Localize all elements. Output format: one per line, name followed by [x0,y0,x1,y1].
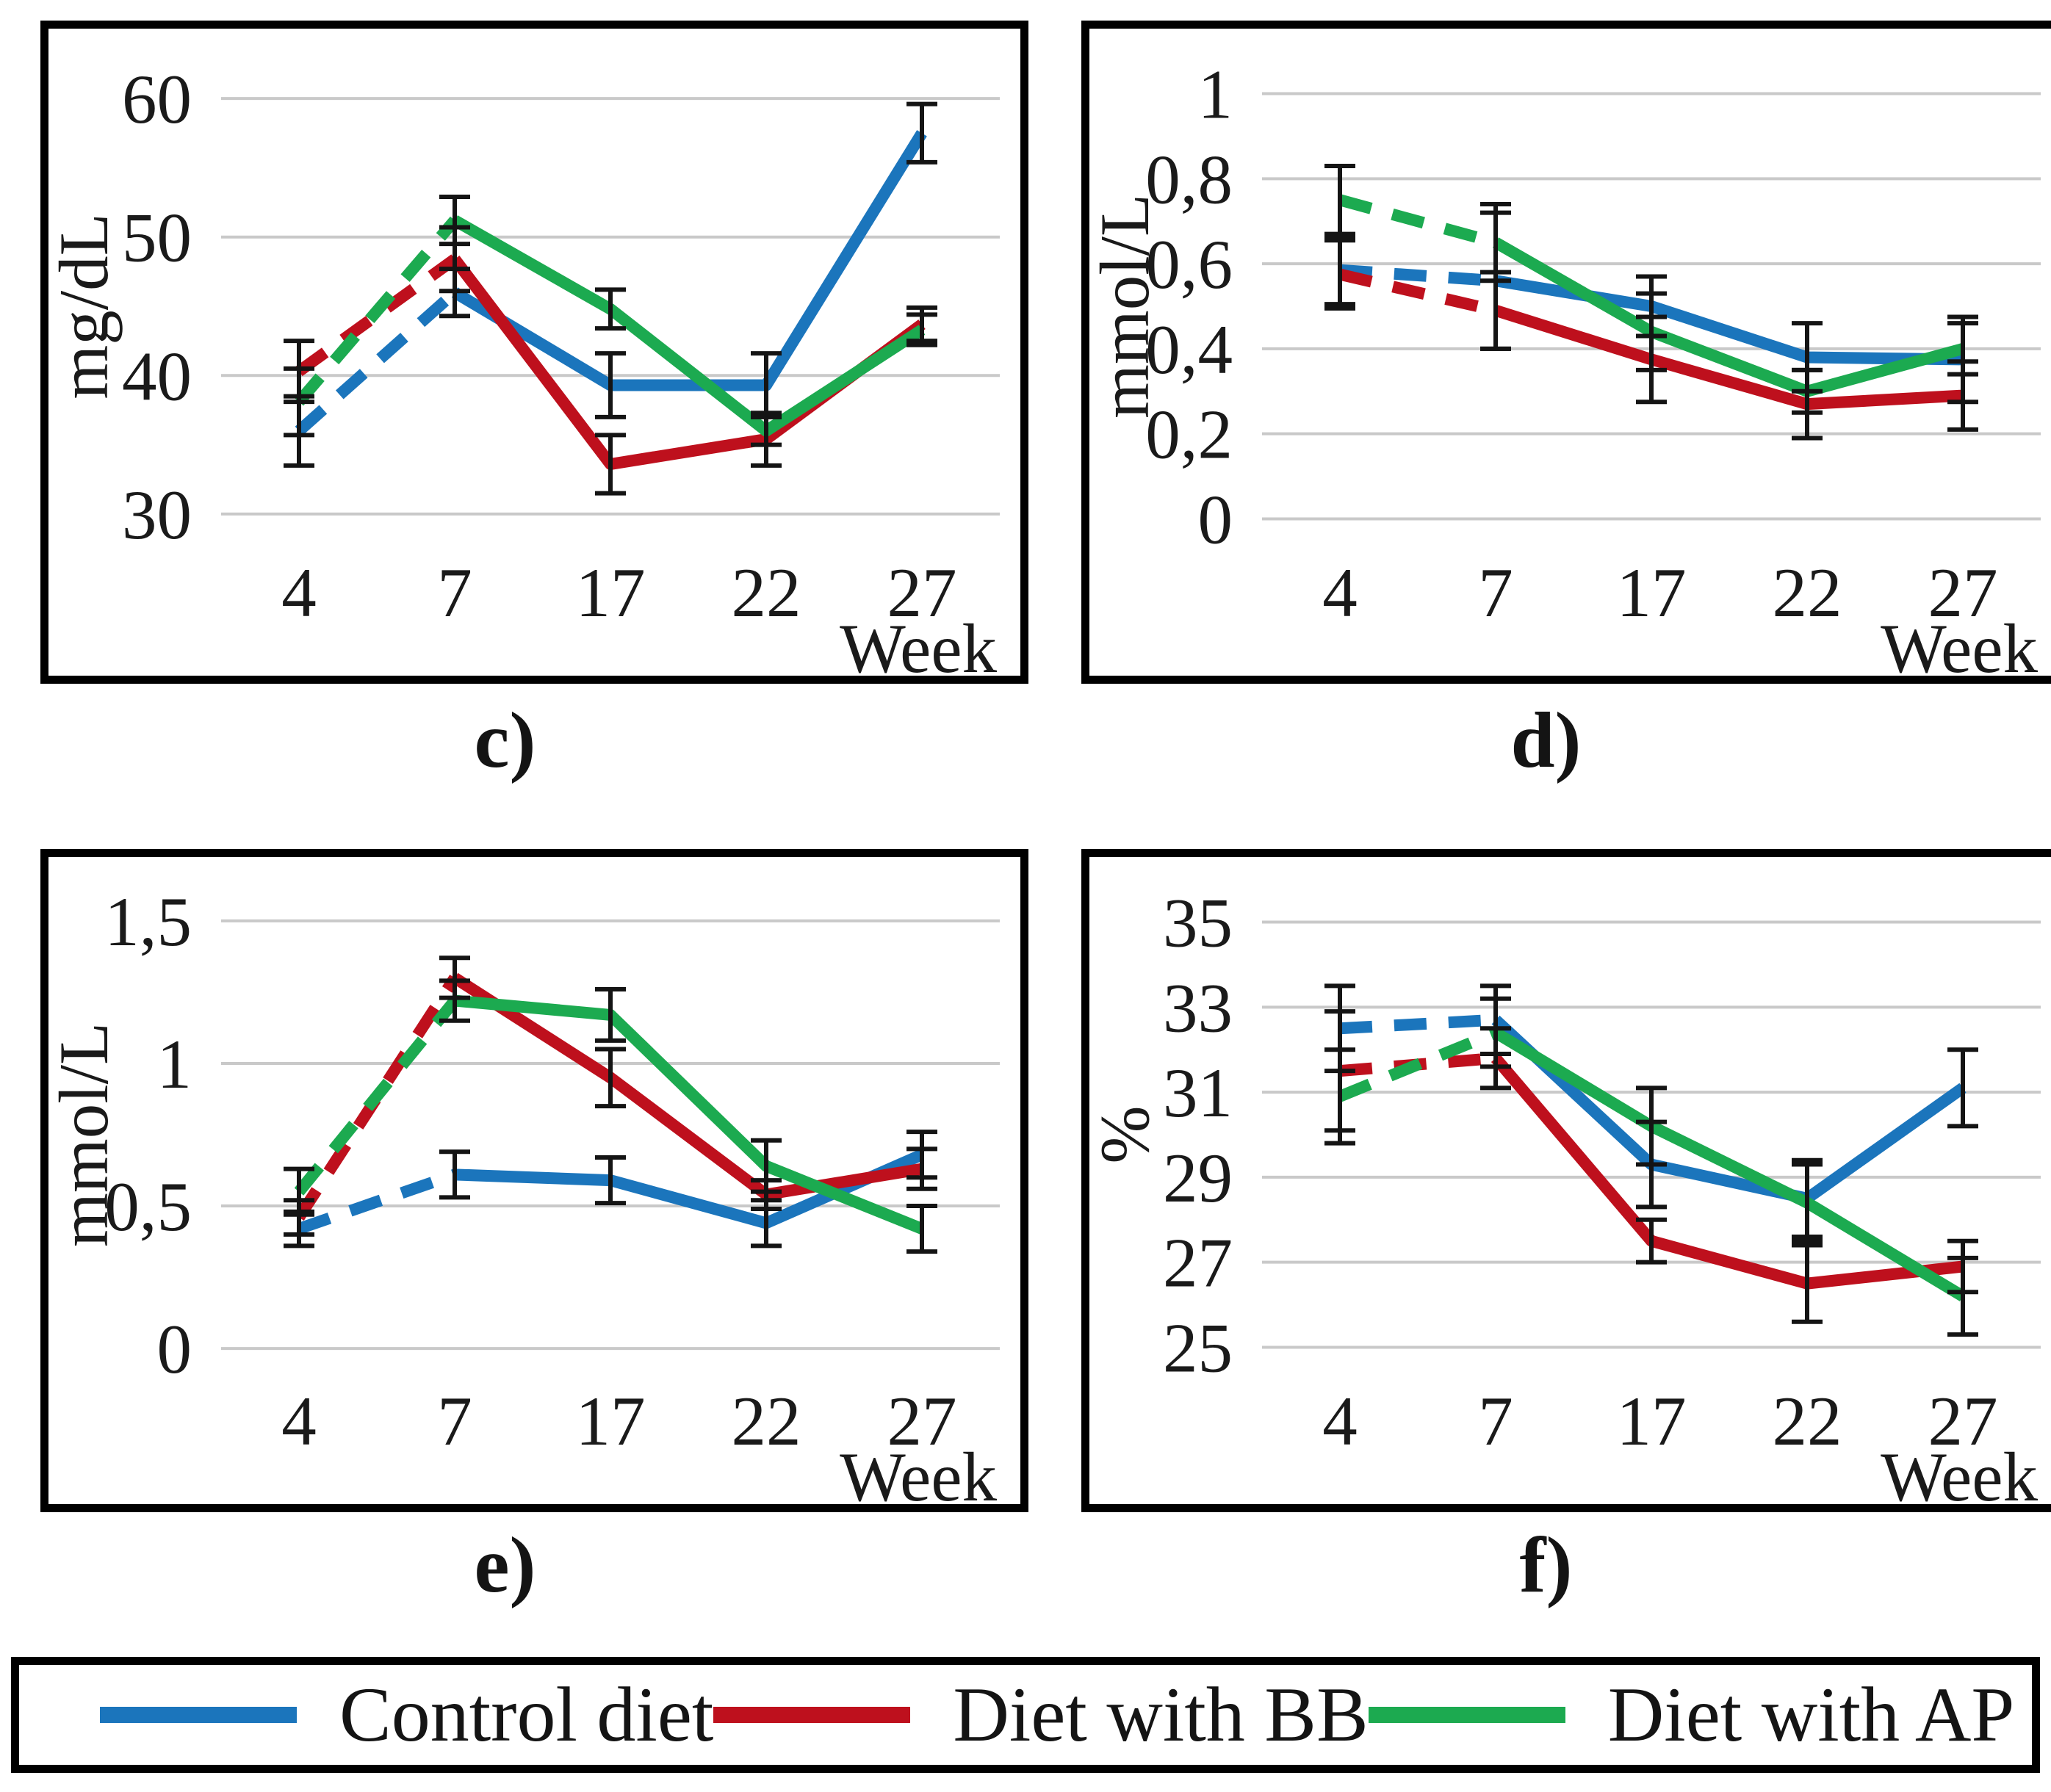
legend-box: Control diet Diet with BB Diet with AP [11,1657,2040,1773]
svg-text:17: 17 [576,554,646,632]
panel-chart-e: 1,5 1 0,5 0 4 7 17 22 27 Week mmol/L [40,849,1028,1512]
svg-text:4: 4 [281,554,317,632]
svg-text:27: 27 [1163,1224,1233,1302]
svg-text:0,4: 0,4 [1145,311,1233,389]
svg-text:29: 29 [1163,1139,1233,1217]
svg-text:0,5: 0,5 [104,1168,192,1246]
legend-line-diet-with-bb [713,1707,911,1723]
legend-item-diet-with-ap: Diet with AP [1368,1672,2015,1757]
panel-chart-f: 35 33 31 29 27 25 4 7 17 22 27 Week% [1081,849,2051,1512]
svg-text:4: 4 [1322,554,1358,632]
svg-text:7: 7 [437,1382,472,1460]
svg-text:0,6: 0,6 [1145,225,1233,303]
legend-item-control-diet: Control diet [100,1676,713,1754]
svg-text:31: 31 [1163,1054,1233,1132]
svg-text:50: 50 [122,199,192,277]
svg-text:mg/dL: mg/dL [48,213,123,399]
svg-text:7: 7 [1478,1382,1513,1460]
svg-text:22: 22 [1773,1382,1842,1460]
svg-text:1: 1 [157,1025,192,1103]
svg-text:60: 60 [122,60,192,138]
legend-label-control-diet: Control diet [339,1672,714,1757]
svg-text:40: 40 [122,337,192,415]
svg-text:mmol/L: mmol/L [48,1022,123,1247]
caption-d: d) [1510,697,1582,784]
svg-text:4: 4 [281,1382,317,1460]
svg-text:0: 0 [157,1310,192,1388]
svg-text:27: 27 [887,1382,957,1460]
svg-text:Week: Week [1881,610,2038,676]
svg-text:35: 35 [1163,884,1233,962]
panel-chart-d: 1 0,8 0,6 0,4 0,2 0 4 7 17 22 27 Week mmol/L [1081,21,2051,684]
svg-text:Week: Week [840,1438,997,1504]
svg-text:27: 27 [887,554,957,632]
svg-text:22: 22 [732,554,801,632]
svg-text:7: 7 [437,554,472,632]
legend-line-diet-with-ap [1368,1707,1565,1723]
svg-text:Week: Week [840,610,997,676]
svg-text:0,8: 0,8 [1145,140,1233,218]
svg-text:17: 17 [576,1382,646,1460]
svg-text:1,5: 1,5 [104,883,192,961]
svg-text:4: 4 [1322,1382,1358,1460]
legend-item-diet-with-bb: Diet with BB [713,1672,1369,1757]
svg-text:17: 17 [1617,554,1687,632]
svg-text:17: 17 [1617,1382,1687,1460]
svg-text:Week: Week [1881,1438,2038,1504]
legend-label-diet-with-bb: Diet with BB [953,1672,1369,1757]
svg-text:22: 22 [1773,554,1842,632]
caption-e: e) [474,1522,536,1609]
svg-text:7: 7 [1478,554,1513,632]
svg-text:0,2: 0,2 [1145,396,1233,474]
svg-text:27: 27 [1928,1382,1998,1460]
svg-text:0: 0 [1198,480,1233,558]
svg-text:30: 30 [122,476,192,554]
caption-c: c) [474,697,536,784]
caption-f: f) [1519,1522,1573,1609]
svg-text:25: 25 [1163,1309,1233,1387]
svg-text:mmol/L: mmol/L [1089,194,1164,419]
svg-text:27: 27 [1928,554,1998,632]
svg-text:%: % [1089,1105,1164,1163]
svg-text:33: 33 [1163,969,1233,1047]
svg-text:1: 1 [1198,56,1233,134]
legend-label-diet-with-ap: Diet with AP [1607,1672,2015,1757]
legend-line-control-diet [100,1707,297,1723]
svg-text:22: 22 [732,1382,801,1460]
panel-chart-c: 60 50 40 30 4 7 17 22 27 Week mg/dL [40,21,1028,684]
